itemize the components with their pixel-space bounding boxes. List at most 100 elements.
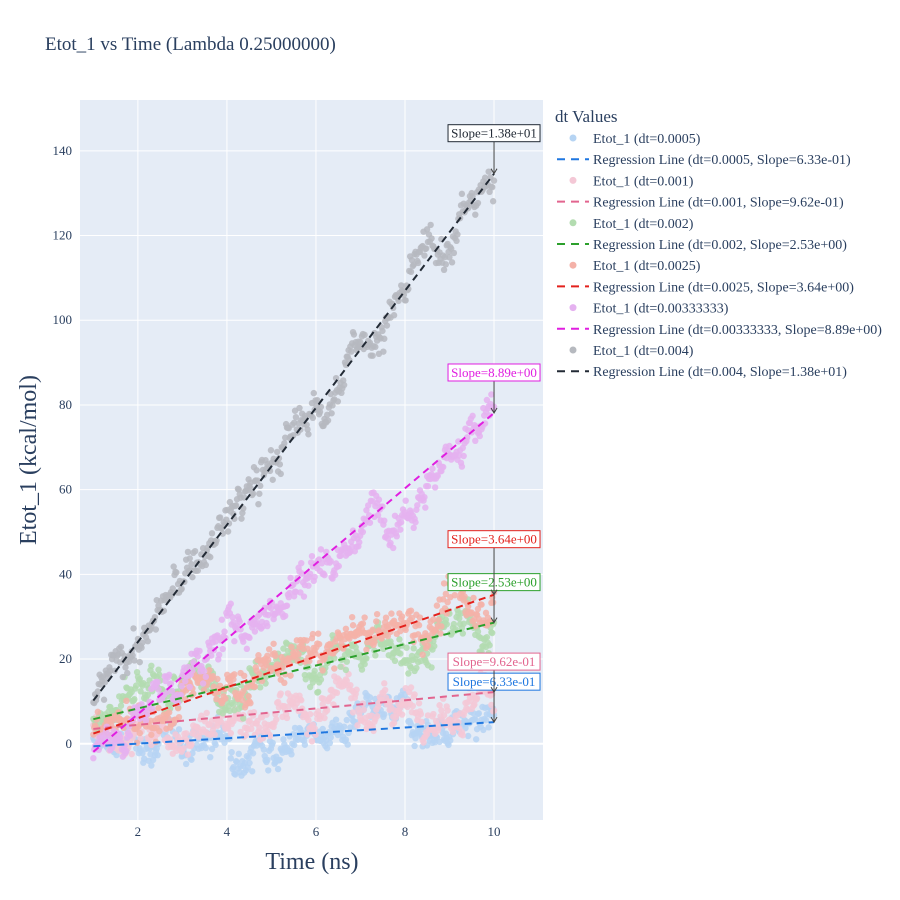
scatter-point: [434, 472, 442, 480]
scatter-point: [324, 417, 332, 424]
legend-item-line[interactable]: Regression Line (dt=0.00333333, Slope=8.…: [557, 323, 882, 338]
scatter-point: [407, 607, 415, 614]
legend-item-line[interactable]: Regression Line (dt=0.002, Slope=2.53e+0…: [557, 238, 847, 253]
scatter-point: [359, 620, 367, 627]
x-tick-label: 2: [135, 824, 142, 839]
scatter-point: [309, 630, 317, 638]
scatter-point: [482, 716, 490, 724]
scatter-point: [305, 582, 312, 589]
scatter-point: [358, 666, 366, 673]
scatter-point: [347, 681, 354, 689]
annotation-arrowhead: [490, 407, 498, 414]
scatter-point: [319, 667, 326, 674]
scatter-point: [481, 174, 489, 181]
scatter-point: [129, 652, 136, 659]
scatter-point: [264, 622, 271, 630]
scatter-point: [353, 686, 360, 693]
scatter-point: [272, 652, 279, 660]
scatter-point: [239, 696, 246, 704]
scatter-point: [119, 673, 127, 681]
scatter-point: [303, 637, 310, 644]
scatter-point: [274, 765, 282, 773]
legend[interactable]: dt Values Etot_1 (dt=0.0005) Regression L…: [555, 107, 882, 380]
legend-label: Regression Line (dt=0.001, Slope=9.62e-0…: [593, 196, 844, 211]
legend-item-line[interactable]: Regression Line (dt=0.001, Slope=9.62e-0…: [557, 196, 844, 211]
scatter-point: [458, 463, 466, 470]
scatter-point: [461, 593, 468, 600]
scatter-point: [397, 650, 404, 657]
scatter-point: [423, 731, 431, 738]
legend-item-scatter[interactable]: Etot_1 (dt=0.0025): [569, 259, 701, 274]
scatter-point: [429, 465, 436, 472]
scatter-point: [130, 625, 137, 632]
scatter-point: [298, 697, 305, 704]
legend-item-scatter[interactable]: Etot_1 (dt=0.004): [569, 344, 694, 359]
scatter-point: [361, 614, 368, 621]
scatter-point: [446, 254, 453, 261]
scatter-point: [287, 672, 294, 679]
scatter-point: [470, 594, 477, 602]
scatter-point: [408, 614, 416, 622]
scatter-point: [227, 600, 234, 607]
legend-item-scatter[interactable]: Etot_1 (dt=0.0005): [569, 132, 701, 147]
scatter-point: [342, 666, 350, 674]
scatter-point: [420, 739, 427, 746]
scatter-point: [139, 749, 146, 757]
scatter-point: [476, 432, 483, 440]
scatter-point: [488, 701, 495, 709]
scatter-point: [306, 657, 313, 665]
legend-marker: [569, 346, 577, 354]
legend-label: Regression Line (dt=0.0005, Slope=6.33e-…: [593, 153, 851, 168]
scatter-point: [290, 741, 298, 749]
scatter-point: [453, 237, 460, 245]
scatter-point: [151, 613, 159, 621]
scatter-point: [171, 675, 178, 682]
scatter-point: [182, 730, 190, 737]
x-tick-label: 8: [402, 824, 409, 839]
scatter-point: [431, 642, 438, 650]
scatter-point: [155, 704, 162, 712]
legend-label: Regression Line (dt=0.002, Slope=2.53e+0…: [593, 238, 847, 253]
legend-item-scatter[interactable]: Etot_1 (dt=0.002): [569, 217, 694, 232]
scatter-point: [117, 702, 125, 709]
scatter-point: [423, 245, 430, 252]
scatter-point: [299, 645, 307, 653]
legend-item-line[interactable]: Regression Line (dt=0.004, Slope=1.38e+0…: [557, 365, 847, 380]
legend-item-line[interactable]: Regression Line (dt=0.0025, Slope=3.64e+…: [557, 280, 854, 295]
scatter-point: [217, 718, 225, 725]
scatter-point: [396, 636, 403, 643]
scatter-point: [348, 613, 356, 621]
scatter-point: [277, 470, 284, 478]
scatter-point: [424, 483, 432, 490]
scatter-point: [196, 647, 203, 655]
scatter-point: [315, 688, 322, 696]
scatter-point: [249, 750, 257, 757]
scatter-point: [260, 746, 267, 753]
scatter-point: [142, 717, 150, 724]
scatter-point: [148, 762, 155, 769]
scatter-point: [182, 760, 190, 768]
regression-line: [92, 412, 495, 753]
scatter-point: [326, 739, 334, 747]
scatter-point: [417, 710, 425, 718]
scatter-point: [195, 733, 202, 740]
legend-item-line[interactable]: Regression Line (dt=0.0005, Slope=6.33e-…: [557, 153, 851, 168]
scatter-point: [321, 714, 328, 722]
scatter-point: [474, 628, 482, 635]
scatter-point: [425, 636, 433, 643]
scatter-point: [309, 414, 317, 422]
legend-item-scatter[interactable]: Etot_1 (dt=0.00333333): [569, 302, 729, 317]
scatter-point: [459, 630, 466, 637]
legend-item-scatter[interactable]: Etot_1 (dt=0.001): [569, 174, 694, 189]
scatter-point: [381, 686, 389, 694]
scatter-point: [123, 747, 130, 755]
scatter-point: [486, 642, 493, 649]
scatter-point: [281, 440, 288, 447]
scatter-point: [489, 629, 496, 637]
scatter-point: [268, 666, 276, 673]
scatter-point: [430, 710, 437, 718]
scatter-point: [331, 571, 339, 579]
scatter-point: [469, 193, 476, 200]
scatter-point: [375, 496, 383, 503]
scatter-point: [459, 732, 466, 739]
